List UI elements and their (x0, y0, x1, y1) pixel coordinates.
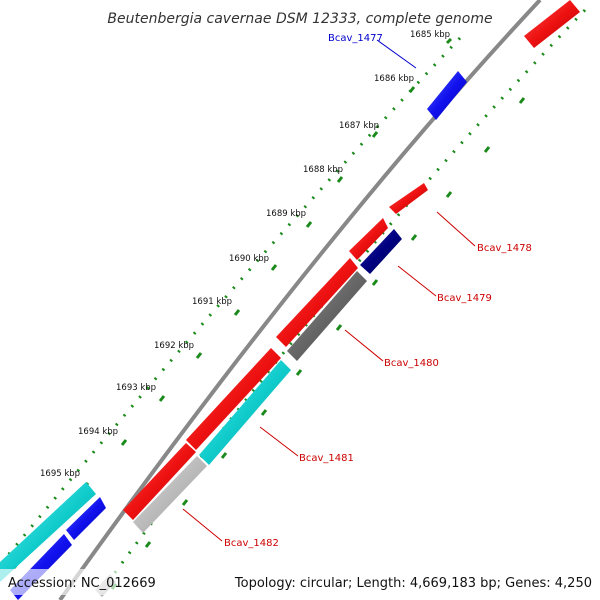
gene-label-bcav-1480: Bcav_1480 (384, 358, 439, 369)
tick-label: 1687 kbp (339, 121, 379, 131)
tick-label: 1686 kbp (374, 74, 414, 84)
gene-label-bcav-1482: Bcav_1482 (224, 538, 279, 549)
gene-arrow (349, 218, 388, 260)
tick-ring-outer (0, 36, 462, 566)
gene-arrow (389, 183, 428, 214)
gene-arrow (524, 0, 580, 48)
gene-arrow (276, 258, 358, 347)
tick-labels: 1685 kbp 1686 kbp 1687 kbp 1688 kbp 1689… (40, 30, 450, 479)
gene-label-bcav-1479: Bcav_1479 (437, 293, 492, 304)
tick-label: 1691 kbp (192, 297, 232, 307)
gene-arrow (186, 348, 281, 450)
gene-arrow (287, 271, 367, 361)
label-connectors (182, 39, 476, 542)
gene-arrow (133, 456, 207, 533)
gene-arrow (199, 360, 291, 465)
gene-track-outer (123, 0, 580, 520)
tick-label: 1695 kbp (40, 469, 80, 479)
gene-label-bcav-1477: Bcav_1477 (328, 33, 383, 44)
accession-text: Accession: NC_012669 (8, 576, 156, 591)
gene-track-inner (133, 71, 467, 533)
map-title: Beutenbergia cavernae DSM 12333, complet… (107, 11, 492, 27)
gene-arrow (427, 71, 467, 120)
gene-arrow (360, 229, 402, 274)
tick-label: 1688 kbp (303, 165, 343, 175)
gene-label-bcav-1478: Bcav_1478 (477, 243, 532, 254)
footer-backdrop (0, 569, 600, 595)
gene-labels: Bcav_1477 Bcav_1478 Bcav_1479 Bcav_1480 … (224, 33, 532, 549)
tick-label: 1685 kbp (410, 30, 450, 40)
gene-label-bcav-1481: Bcav_1481 (299, 453, 354, 464)
gene-arrow (0, 482, 96, 582)
topology-summary: Topology: circular; Length: 4,669,183 bp… (234, 576, 592, 591)
tick-label: 1693 kbp (116, 383, 156, 393)
tick-label: 1690 kbp (229, 254, 269, 264)
tick-label: 1694 kbp (78, 427, 118, 437)
gene-arrow (123, 443, 196, 520)
tick-label: 1692 kbp (154, 341, 194, 351)
tick-label: 1689 kbp (266, 209, 306, 219)
genome-backbone (58, 0, 542, 600)
gene-arrow (66, 497, 106, 540)
